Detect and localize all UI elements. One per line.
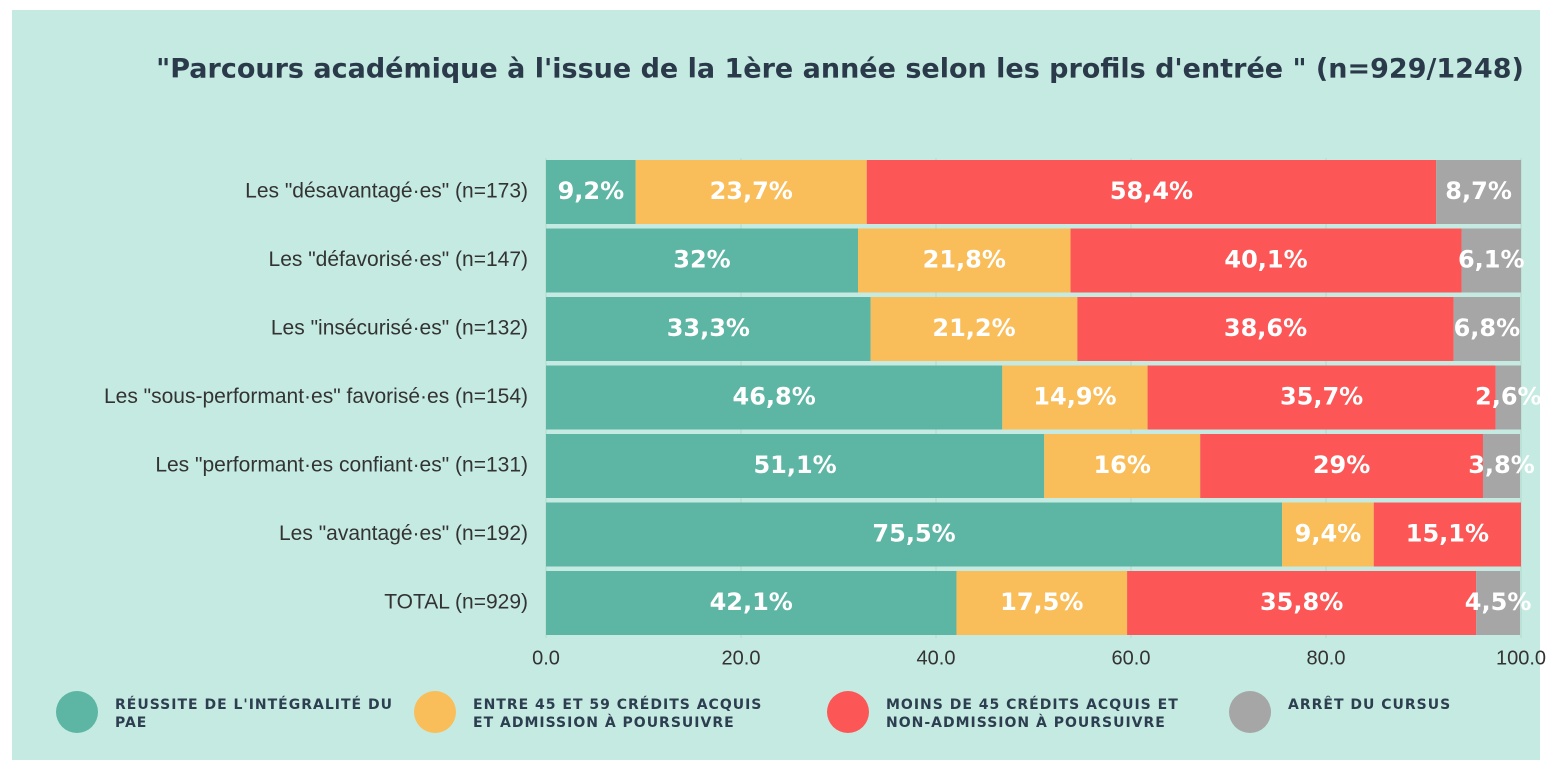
data-label: 3,8%	[1468, 451, 1535, 479]
bar-segment	[1070, 228, 1462, 293]
bar-segment	[635, 160, 867, 224]
x-tick-label: 40.0	[917, 647, 956, 669]
legend-label: ARRÊT DU CURSUS	[1288, 697, 1452, 713]
data-label: 8,7%	[1445, 177, 1512, 205]
bar-segment	[1495, 365, 1521, 430]
bar-segment	[1482, 434, 1521, 498]
y-tick-label: Les "performant·es confiant·es" (n=131)	[155, 454, 528, 477]
data-label: 42,1%	[710, 588, 793, 616]
y-tick-label: TOTAL (n=929)	[384, 591, 528, 614]
bar-segment	[1282, 502, 1374, 567]
data-label: 21,8%	[923, 246, 1006, 274]
bar-segment	[1127, 571, 1477, 635]
bar-segment	[546, 365, 1003, 430]
legend-swatch	[414, 691, 456, 733]
bar-segment	[546, 160, 636, 224]
legend-swatch	[1229, 691, 1271, 733]
bar-segment	[1461, 228, 1521, 293]
data-label: 21,2%	[932, 314, 1015, 342]
data-label: 32%	[673, 246, 730, 274]
y-tick-label: Les "avantagé·es" (n=192)	[279, 522, 528, 545]
y-tick-label: Les "défavorisé·es" (n=147)	[269, 248, 528, 271]
data-label: 17,5%	[1000, 588, 1083, 616]
bar-segment	[1200, 434, 1483, 498]
bar-segment	[956, 571, 1128, 635]
data-label: 29%	[1313, 451, 1370, 479]
data-label: 6,1%	[1458, 246, 1525, 274]
data-label: 14,9%	[1033, 383, 1116, 411]
bar-segment	[546, 228, 858, 293]
bar-segment	[1044, 434, 1201, 498]
bar-segment	[1436, 160, 1521, 224]
y-tick-label: Les "sous-performant·es" favorisé·es (n=…	[104, 385, 528, 408]
bar-segment	[546, 502, 1283, 567]
data-label: 46,8%	[733, 383, 816, 411]
legend-label: RÉUSSITE DE L'INTÉGRALITÉ DU PAE	[115, 697, 393, 731]
data-label: 35,8%	[1260, 588, 1343, 616]
data-label: 38,6%	[1224, 314, 1307, 342]
data-label: 33,3%	[667, 314, 750, 342]
x-tick-label: 80.0	[1307, 647, 1346, 669]
data-label: 2,6%	[1475, 383, 1542, 411]
x-tick-label: 20.0	[722, 647, 761, 669]
bar-segment	[1476, 571, 1521, 635]
legend-label: ENTRE 45 ET 59 CRÉDITS ACQUIS ET ADMISSI…	[473, 697, 763, 731]
data-label: 58,4%	[1110, 177, 1193, 205]
x-tick-label: 0.0	[532, 647, 560, 669]
data-label: 35,7%	[1280, 383, 1363, 411]
legend-swatch	[56, 691, 98, 733]
data-label: 23,7%	[710, 177, 793, 205]
legend-swatch	[827, 691, 869, 733]
data-label: 40,1%	[1224, 246, 1307, 274]
data-label: 9,2%	[558, 177, 625, 205]
y-tick-label: Les "désavantagé·es" (n=173)	[245, 180, 528, 203]
chart-title: "Parcours académique à l'issue de la 1èr…	[156, 54, 1524, 85]
data-label: 16%	[1093, 451, 1150, 479]
bar-segment	[1453, 297, 1521, 361]
bar-segment	[1147, 365, 1496, 430]
bar-segment	[1373, 502, 1521, 567]
data-label: 9,4%	[1295, 520, 1362, 548]
data-label: 15,1%	[1406, 520, 1489, 548]
x-tick-label: 100.0	[1496, 647, 1546, 669]
x-tick-label: 60.0	[1112, 647, 1151, 669]
bar-segment	[1002, 365, 1148, 430]
bar-segment	[546, 297, 871, 361]
bar-segment	[546, 571, 957, 635]
legend-label: MOINS DE 45 CRÉDITS ACQUIS ET NON-ADMISS…	[886, 697, 1179, 731]
bar-segment	[546, 434, 1045, 498]
data-label: 75,5%	[872, 520, 955, 548]
data-label: 51,1%	[753, 451, 836, 479]
bar-segment	[870, 297, 1078, 361]
data-label: 4,5%	[1465, 588, 1532, 616]
data-label: 6,8%	[1454, 314, 1521, 342]
bar-segment	[866, 160, 1437, 224]
bar-segment	[858, 228, 1071, 293]
y-tick-label: Les "insécurisé·es" (n=132)	[271, 317, 528, 340]
bar-segment	[1077, 297, 1454, 361]
